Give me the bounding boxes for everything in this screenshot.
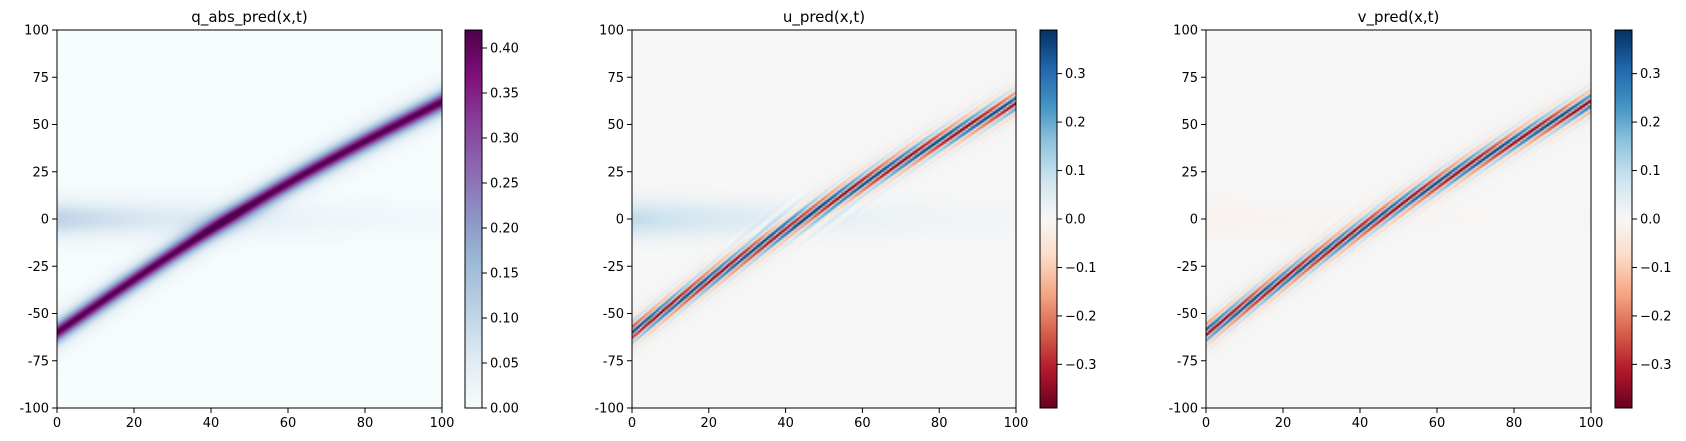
y-tick-label: -50 [28,307,49,322]
y-tick-label: 25 [607,165,624,180]
colorbar-tick-label: 0.20 [490,222,519,237]
y-tick-label: -25 [603,260,624,275]
y-tick-label: 100 [24,24,49,39]
colorbar-tick-label: 0.2 [1065,116,1086,131]
colorbar-tick-label: 0.0 [1065,213,1086,228]
y-tick-label: -25 [28,260,49,275]
colorbar-tick-label: −0.1 [1065,261,1097,276]
panel-1: u_pred(x,t) 0 20 40 60 80 100 -100 -75 -50 -25 0 25 5… [594,8,1096,431]
x-tick-label: 80 [1506,416,1523,431]
y-tick-label: 50 [607,118,624,133]
y-tick-label: 75 [32,71,49,86]
panel-title: u_pred(x,t) [783,8,865,27]
y-tick-label: -75 [28,354,49,369]
y-tick-label: 0 [1190,213,1198,228]
x-tick-label: 0 [1202,416,1210,431]
colorbar-tick-label: −0.1 [1640,261,1672,276]
colorbar-tick-label: 0.40 [490,42,519,57]
colorbar-tick-label: 0.30 [490,132,519,147]
colorbar-tick-label: −0.3 [1065,358,1097,373]
colorbar-tick-label: 0.05 [490,357,519,372]
panel-2: v_pred(x,t) 0 20 40 60 80 100 -100 -75 -50 -25 0 25 5… [1168,8,1671,431]
x-tick-label: 20 [1275,416,1292,431]
x-tick-label: 80 [931,416,948,431]
colorbar-tick-label: 0.3 [1065,67,1086,82]
y-tick-label: -50 [1177,307,1198,322]
y-tick-label: 100 [599,24,624,39]
y-tick-label: -50 [603,307,624,322]
colorbar-tick-label: 0.10 [490,312,519,327]
y-tick-label: 75 [607,71,624,86]
y-tick-label: 50 [32,118,49,133]
colorbar-tick-label: 0.25 [490,177,519,192]
colorbar-tick-label: 0.15 [490,267,519,282]
y-tick-label: 25 [32,165,49,180]
x-tick-label: 20 [126,416,143,431]
y-tick-label: -100 [594,402,624,417]
y-tick-label: -75 [1177,354,1198,369]
x-tick-label: 100 [430,416,455,431]
x-tick-label: 100 [1579,416,1604,431]
x-tick-label: 0 [53,416,61,431]
colorbar-tick-label: 0.2 [1640,116,1661,131]
colorbar-tick-label: 0.1 [1640,164,1661,179]
heatmap-image [57,30,442,408]
y-tick-label: 0 [41,213,49,228]
y-tick-label: -100 [19,402,49,417]
panel-title: v_pred(x,t) [1358,8,1440,27]
x-tick-label: 20 [701,416,718,431]
x-tick-label: 60 [854,416,871,431]
colorbar-tick-label: −0.2 [1065,309,1097,324]
colorbar-frame [464,29,483,409]
x-tick-label: 40 [203,416,220,431]
x-tick-label: 80 [357,416,374,431]
x-tick-label: 60 [280,416,297,431]
colorbar-tick-label: 0.35 [490,87,519,102]
colorbar [465,30,482,408]
y-tick-label: -25 [1177,260,1198,275]
panel-title: q_abs_pred(x,t) [191,8,307,27]
colorbar-tick-label: 0.00 [490,402,519,417]
colorbar-tick-label: 0.1 [1065,164,1086,179]
y-tick-label: -100 [1168,402,1198,417]
colorbar [1615,30,1632,408]
colorbar-tick-label: 0.0 [1640,213,1661,228]
panel-0: q_abs_pred(x,t) 0 20 40 60 80 100 -100 -75 -50 -25… [19,8,518,431]
colorbar-tick-label: 0.3 [1640,67,1661,82]
y-tick-label: 50 [1181,118,1198,133]
x-tick-label: 40 [1352,416,1369,431]
colorbar-tick-label: −0.2 [1640,309,1672,324]
x-tick-label: 0 [628,416,636,431]
colorbar [1040,30,1057,408]
x-tick-label: 100 [1004,416,1029,431]
colorbar-tick-label: −0.3 [1640,358,1672,373]
y-tick-label: 100 [1173,24,1198,39]
x-tick-label: 40 [777,416,794,431]
y-tick-label: 75 [1181,71,1198,86]
y-tick-label: 0 [616,213,624,228]
heatmap-image [1206,30,1591,408]
y-tick-label: -75 [603,354,624,369]
heatmap-image [632,30,1016,408]
y-tick-label: 25 [1181,165,1198,180]
x-tick-label: 60 [1429,416,1446,431]
